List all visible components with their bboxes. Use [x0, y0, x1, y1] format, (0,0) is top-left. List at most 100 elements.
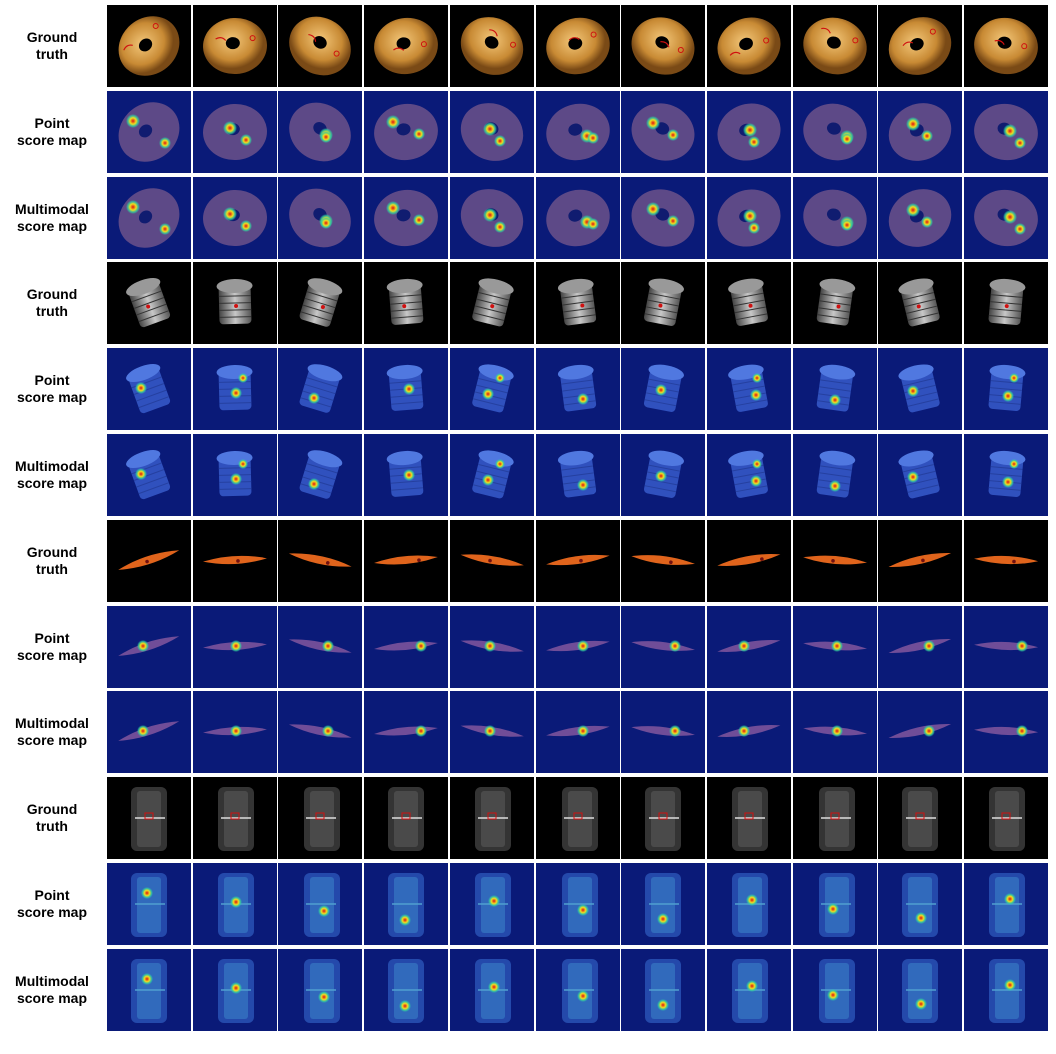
- tire-ground-truth-image: [364, 777, 448, 860]
- bagel-score-map-image: [707, 176, 791, 259]
- row-label-line2: truth: [36, 818, 68, 835]
- row-label-carrot-score-map: Point score map: [0, 606, 104, 688]
- row-label-line2: truth: [36, 46, 68, 62]
- carrot-score-map-image: [621, 605, 705, 688]
- cable-gland-ground-truth-image: [793, 262, 877, 345]
- bagel-ground-truth-image: [878, 5, 962, 87]
- carrot-score-map-image: [878, 691, 962, 774]
- bagel-ground-truth-image: [193, 5, 277, 87]
- bagel-score-map-image: [193, 176, 277, 259]
- cable-gland-ground-truth-image: [707, 262, 791, 345]
- row-label-carrot-ground-truth: Ground truth: [0, 520, 104, 602]
- row-label-tire-score-map: Point score map: [0, 863, 104, 945]
- carrot-ground-truth-image: [193, 519, 277, 602]
- tire-score-map-image: [621, 948, 705, 1031]
- carrot-score-map-image: [536, 605, 620, 688]
- bagel-score-map-image: [107, 176, 191, 259]
- tire-ground-truth-image: [707, 777, 791, 860]
- row-label-line2: score map: [16, 646, 88, 663]
- bagel-score-map-image: [193, 90, 277, 173]
- cable-gland-score-map-image: [536, 434, 620, 516]
- tire-score-map-image: [450, 863, 534, 945]
- tire-ground-truth-image: [193, 777, 277, 860]
- cable-gland-score-map-image: [793, 434, 877, 516]
- carrot-score-map-image: [193, 691, 277, 774]
- carrot-score-map-image: [707, 691, 791, 774]
- tire-score-map-image: [793, 948, 877, 1031]
- bagel-score-map-image: [621, 90, 705, 173]
- carrot-ground-truth-image: [707, 519, 791, 602]
- cable-gland-ground-truth-image: [107, 262, 191, 345]
- bagel-ground-truth-image: [621, 5, 705, 87]
- bagel-ground-truth-image: [964, 5, 1048, 87]
- tire-score-map-image: [278, 863, 362, 945]
- tire-score-map-image: [193, 948, 277, 1031]
- carrot-score-map-image: [878, 605, 962, 688]
- carrot-ground-truth-image: [793, 519, 877, 602]
- carrot-score-map-image: [793, 691, 877, 774]
- carrot-score-map-image: [107, 691, 191, 774]
- row-label-line2: score map: [16, 904, 88, 920]
- bagel-score-map-image: [278, 90, 362, 173]
- carrot-ground-truth-image: [621, 519, 705, 602]
- tire-score-map-image: [707, 948, 791, 1031]
- cable-gland-score-map-image: [878, 348, 962, 431]
- row-label-line1: Ground: [26, 286, 78, 303]
- bagel-score-map-image: [621, 176, 705, 259]
- cable-gland-score-map-image: [878, 434, 962, 516]
- bagel-score-map-image: [793, 90, 877, 173]
- bagel-score-map-image: [878, 90, 962, 173]
- row-label-line1: Point: [34, 629, 70, 646]
- cable-gland-score-map-image: [364, 348, 448, 431]
- carrot-score-map-image: [793, 605, 877, 688]
- tire-score-map-image: [107, 863, 191, 945]
- cable-gland-score-map-image: [964, 348, 1048, 431]
- cable-gland-score-map-image: [107, 348, 191, 431]
- row-label-tire-ground-truth: Ground truth: [0, 777, 104, 859]
- cable-gland-score-map-image: [107, 434, 191, 516]
- tire-ground-truth-image: [536, 777, 620, 860]
- carrot-score-map-image: [536, 691, 620, 774]
- bagel-score-map-image: [793, 176, 877, 259]
- tire-score-map-image: [278, 948, 362, 1031]
- tire-score-map-image: [621, 863, 705, 945]
- cable-gland-ground-truth-image: [450, 262, 534, 345]
- row-label-line2: score map: [16, 732, 88, 749]
- row-label-line1: Multimodal: [15, 458, 89, 474]
- row-label-line2: score map: [16, 989, 88, 1006]
- tire-score-map-image: [793, 863, 877, 945]
- cable-gland-ground-truth-image: [193, 262, 277, 345]
- tire-ground-truth-image: [964, 777, 1048, 860]
- carrot-score-map-image: [364, 691, 448, 774]
- bagel-score-map-image: [964, 90, 1048, 173]
- row-label-cable-gland-score-map: Multimodal score map: [0, 434, 104, 516]
- carrot-score-map-image: [707, 605, 791, 688]
- carrot-ground-truth-image: [450, 519, 534, 602]
- bagel-ground-truth-image: [450, 5, 534, 87]
- cable-gland-ground-truth-image: [621, 262, 705, 345]
- tire-score-map-image: [878, 863, 962, 945]
- row-label-line2: score map: [16, 389, 88, 406]
- carrot-score-map-image: [450, 691, 534, 774]
- bagel-ground-truth-image: [793, 5, 877, 87]
- carrot-score-map-image: [193, 605, 277, 688]
- carrot-score-map-image: [450, 605, 534, 688]
- bagel-score-map-image: [536, 90, 620, 173]
- row-label-cable-gland-score-map: Point score map: [0, 348, 104, 430]
- tire-ground-truth-image: [107, 777, 191, 860]
- cable-gland-score-map-image: [536, 348, 620, 431]
- tire-ground-truth-image: [450, 777, 534, 860]
- cable-gland-score-map-image: [964, 434, 1048, 516]
- cable-gland-ground-truth-image: [878, 262, 962, 345]
- bagel-ground-truth-image: [278, 5, 362, 87]
- bagel-score-map-image: [107, 90, 191, 173]
- carrot-score-map-image: [278, 691, 362, 774]
- carrot-ground-truth-image: [536, 519, 620, 602]
- tire-ground-truth-image: [793, 777, 877, 860]
- row-label-cable-gland-ground-truth: Ground truth: [0, 262, 104, 344]
- bagel-score-map-image: [707, 90, 791, 173]
- row-label-line1: Multimodal: [15, 715, 89, 732]
- bagel-score-map-image: [278, 176, 362, 259]
- row-label-line1: Point: [34, 114, 70, 131]
- bagel-score-map-image: [364, 90, 448, 173]
